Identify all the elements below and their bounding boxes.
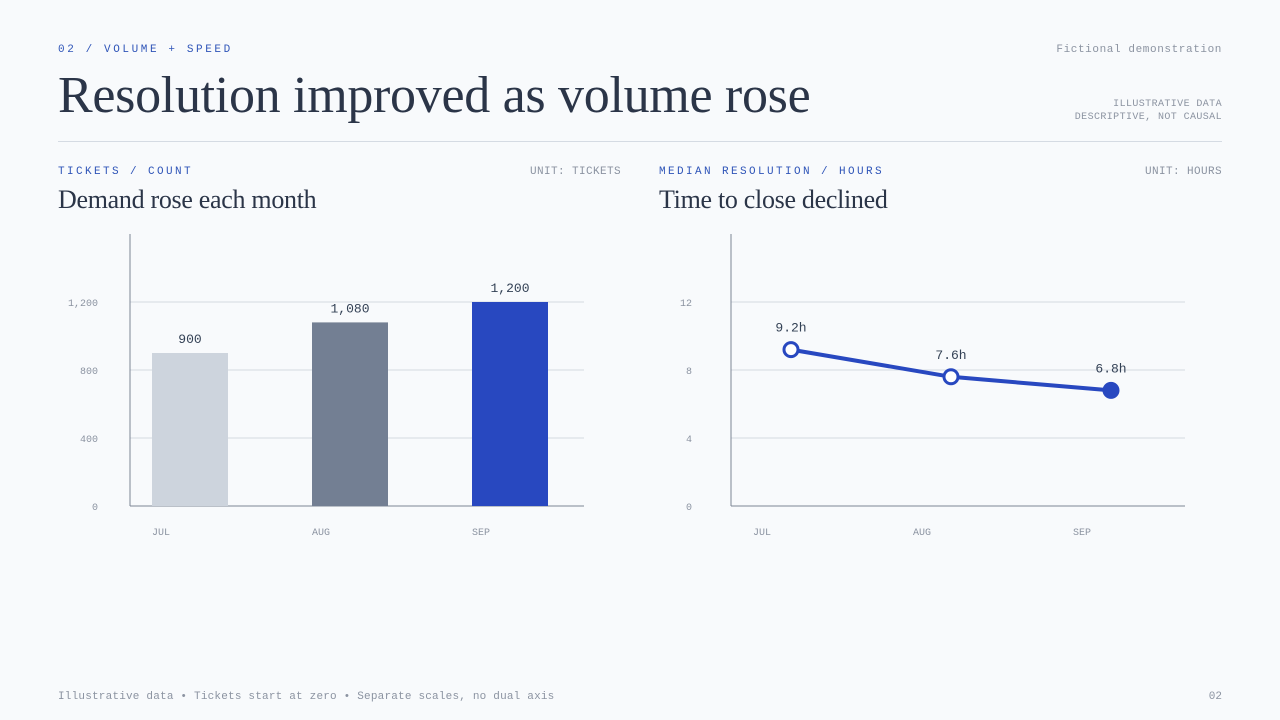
page-title: Resolution improved as volume rose (58, 67, 811, 124)
bar-value-label: 1,080 (330, 301, 369, 316)
point-value-label: 7.6h (935, 348, 966, 363)
y-tick-label: 12 (680, 299, 692, 310)
y-tick-label: 8 (686, 367, 692, 378)
y-tick-label: 4 (686, 435, 692, 446)
bar-value-label: 1,200 (490, 281, 529, 296)
y-tick-label: 0 (686, 503, 692, 514)
section-kicker: 02 / VOLUME + SPEED (58, 44, 233, 56)
resolution-line-chart: 0 4 8 12 9.2h JUL 7.6h AUG 6.8h SEP (680, 234, 1185, 539)
badge-line-1: ILLUSTRATIVE DATA (1113, 99, 1222, 110)
x-tick-label: AUG (913, 528, 931, 539)
page-number: 02 (1208, 691, 1222, 703)
left-panel-kicker: TICKETS / COUNT (58, 166, 194, 178)
bar (472, 302, 548, 506)
data-point (1102, 381, 1120, 399)
demo-note: Fictional demonstration (1056, 44, 1222, 56)
x-tick-label: JUL (753, 528, 771, 539)
point-value-label: 9.2h (775, 321, 806, 336)
data-badge: ILLUSTRATIVE DATA DESCRIPTIVE, NOT CAUSA… (1075, 98, 1222, 124)
data-point (782, 341, 800, 359)
y-tick-label: 400 (80, 435, 98, 446)
header-divider (58, 141, 1222, 142)
bar-value-label: 900 (178, 332, 201, 347)
y-tick-label: 800 (80, 367, 98, 378)
data-point (942, 368, 960, 386)
bar (152, 353, 228, 506)
badge-line-2: DESCRIPTIVE, NOT CAUSAL (1074, 112, 1222, 123)
right-panel-title: Time to close declined (659, 185, 888, 214)
x-tick-label: SEP (472, 528, 490, 539)
y-tick-label: 1,200 (68, 299, 98, 310)
left-panel-unit: UNIT: TICKETS (529, 166, 621, 178)
x-tick-label: JUL (152, 528, 170, 539)
y-tick-label: 0 (92, 503, 98, 514)
point-value-label: 6.8h (1095, 361, 1126, 376)
right-panel-unit: UNIT: HOURS (1144, 166, 1222, 178)
tickets-bar-chart: 0 400 800 1,200 900 JUL 1,080 AUG 1,200 SEP (68, 234, 584, 539)
x-tick-label: SEP (1073, 528, 1091, 539)
right-panel-kicker: MEDIAN RESOLUTION / HOURS (659, 166, 885, 178)
left-panel-title: Demand rose each month (58, 185, 317, 214)
x-tick-label: AUG (312, 528, 330, 539)
footer-note: Illustrative data • Tickets start at zer… (58, 691, 555, 703)
bar (312, 322, 388, 506)
